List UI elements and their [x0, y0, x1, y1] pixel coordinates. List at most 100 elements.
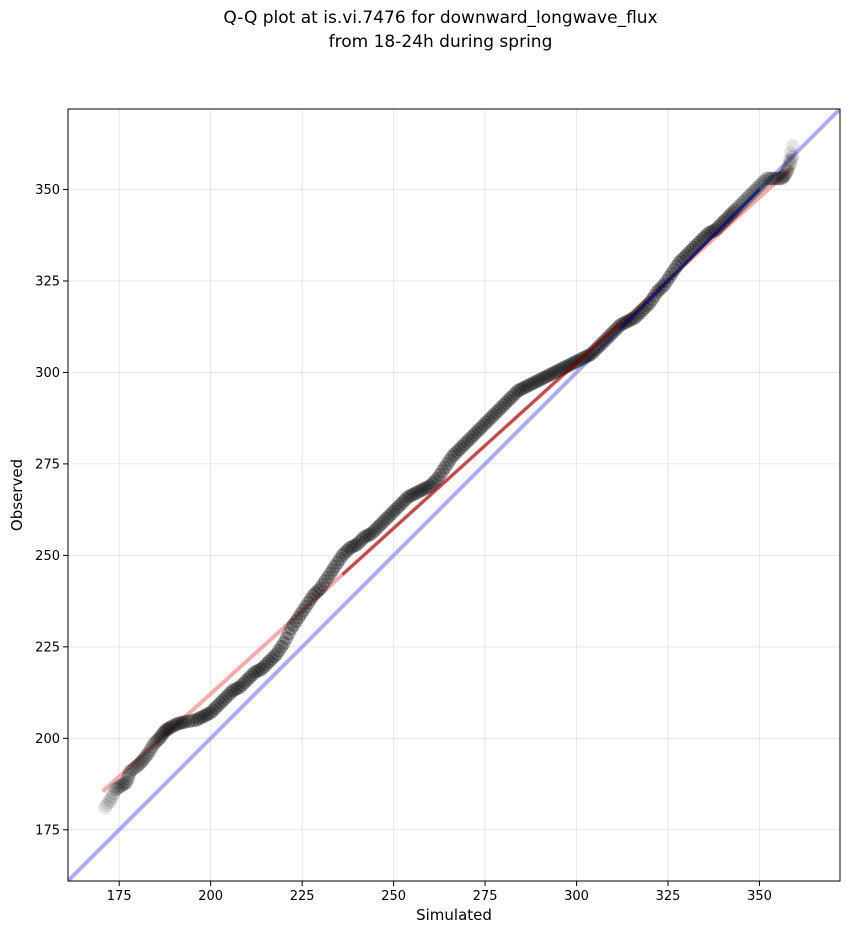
y-tick-label: 300: [35, 366, 60, 381]
quantile-point: [779, 165, 794, 180]
quantile-point: [501, 393, 516, 408]
quantile-point: [206, 703, 221, 718]
quantile-point: [445, 449, 460, 464]
quantile-point: [757, 173, 772, 188]
quantile-point: [564, 356, 579, 371]
quantile-point: [191, 711, 206, 726]
quantile-point: [411, 484, 426, 499]
quantile-point: [189, 713, 204, 728]
grid: [68, 109, 840, 881]
quantile-point: [163, 720, 178, 735]
quantile-point: [156, 726, 171, 741]
quantile-point: [203, 705, 218, 720]
quantile-point: [318, 573, 333, 588]
quantile-point: [161, 721, 176, 736]
quantile-point: [152, 731, 167, 746]
x-axis-label: Simulated: [416, 906, 492, 924]
x-tick-label: 175: [107, 889, 132, 904]
quantile-point: [723, 208, 738, 223]
quantile-point: [345, 539, 360, 554]
quantile-point: [301, 595, 316, 610]
quantile-point: [108, 782, 123, 797]
quantile-point: [752, 178, 767, 193]
quantile-point: [415, 482, 430, 497]
quantile-point: [247, 665, 262, 680]
quantile-point: [201, 706, 216, 721]
quantile-point: [515, 381, 530, 396]
quantile-point: [759, 171, 774, 186]
quantile-point: [165, 719, 180, 734]
quantile-point: [457, 437, 472, 452]
quantile-point: [615, 316, 630, 331]
plot-frame: [67, 108, 841, 882]
quantile-point: [115, 777, 130, 792]
x-tick-label: 250: [381, 889, 406, 904]
quantile-point: [481, 412, 496, 427]
quantile-point: [493, 400, 508, 415]
quantile-point: [119, 775, 134, 790]
quantile-point: [284, 621, 299, 636]
quantile-point: [379, 511, 394, 526]
quantile-point: [196, 709, 211, 724]
quantile-point: [114, 778, 129, 793]
quantile-point: [452, 442, 467, 457]
quantile-point: [774, 171, 789, 186]
x-tick-label: 350: [747, 889, 772, 904]
quantile-point: [778, 167, 793, 182]
quantile-point: [347, 538, 362, 553]
quantile-point: [637, 300, 652, 315]
quantile-point: [125, 762, 140, 777]
quantile-point: [542, 367, 557, 382]
quantile-point: [711, 220, 726, 235]
quantile-point: [223, 686, 238, 701]
y-tick-label: 225: [35, 640, 60, 655]
quantile-point: [103, 793, 118, 808]
quantile-point: [525, 376, 540, 391]
quantile-point: [520, 378, 535, 393]
quantile-point: [225, 683, 240, 698]
quantile-point: [469, 425, 484, 440]
quantile-point: [337, 545, 352, 560]
quantile-point: [479, 415, 494, 430]
quantile-point: [218, 691, 233, 706]
quantile-point: [328, 559, 343, 574]
quantile-point: [708, 222, 723, 237]
quantile-point: [230, 681, 245, 696]
quantile-point: [215, 693, 230, 708]
quantile-point: [369, 521, 384, 536]
quantile-point: [279, 631, 294, 646]
quantile-point: [491, 403, 506, 418]
outlier-point: [782, 153, 796, 167]
quantile-point: [376, 514, 391, 529]
quantile-point: [250, 664, 265, 679]
x-tick-label: 225: [290, 889, 315, 904]
quantile-point: [220, 688, 235, 703]
quantile-point: [437, 460, 452, 475]
quantile-point: [513, 382, 528, 397]
quantile-point: [213, 695, 228, 710]
quantile-point: [262, 654, 277, 669]
quantile-point: [154, 728, 169, 743]
quantile-point: [425, 476, 440, 491]
quantile-point: [325, 563, 340, 578]
quantile-point: [532, 372, 547, 387]
quantile-point: [291, 610, 306, 625]
x-tick-label: 300: [564, 889, 589, 904]
quantile-point: [112, 780, 127, 795]
quantile-point: [476, 417, 491, 432]
quantile-point: [208, 700, 223, 715]
quantile-point: [178, 714, 193, 729]
quantile-point: [450, 444, 465, 459]
quantile-point: [662, 270, 677, 285]
quantile-point: [420, 480, 435, 495]
quantile-point: [403, 488, 418, 503]
quantile-point: [579, 349, 594, 364]
quantile-point: [130, 758, 145, 773]
quantile-point: [371, 519, 386, 534]
y-tick-label: 350: [35, 183, 60, 198]
quantile-point: [269, 647, 284, 662]
quantile-point: [298, 599, 313, 614]
quantile-point: [303, 592, 318, 607]
quantile-point: [745, 186, 760, 201]
quantile-point: [780, 162, 795, 177]
